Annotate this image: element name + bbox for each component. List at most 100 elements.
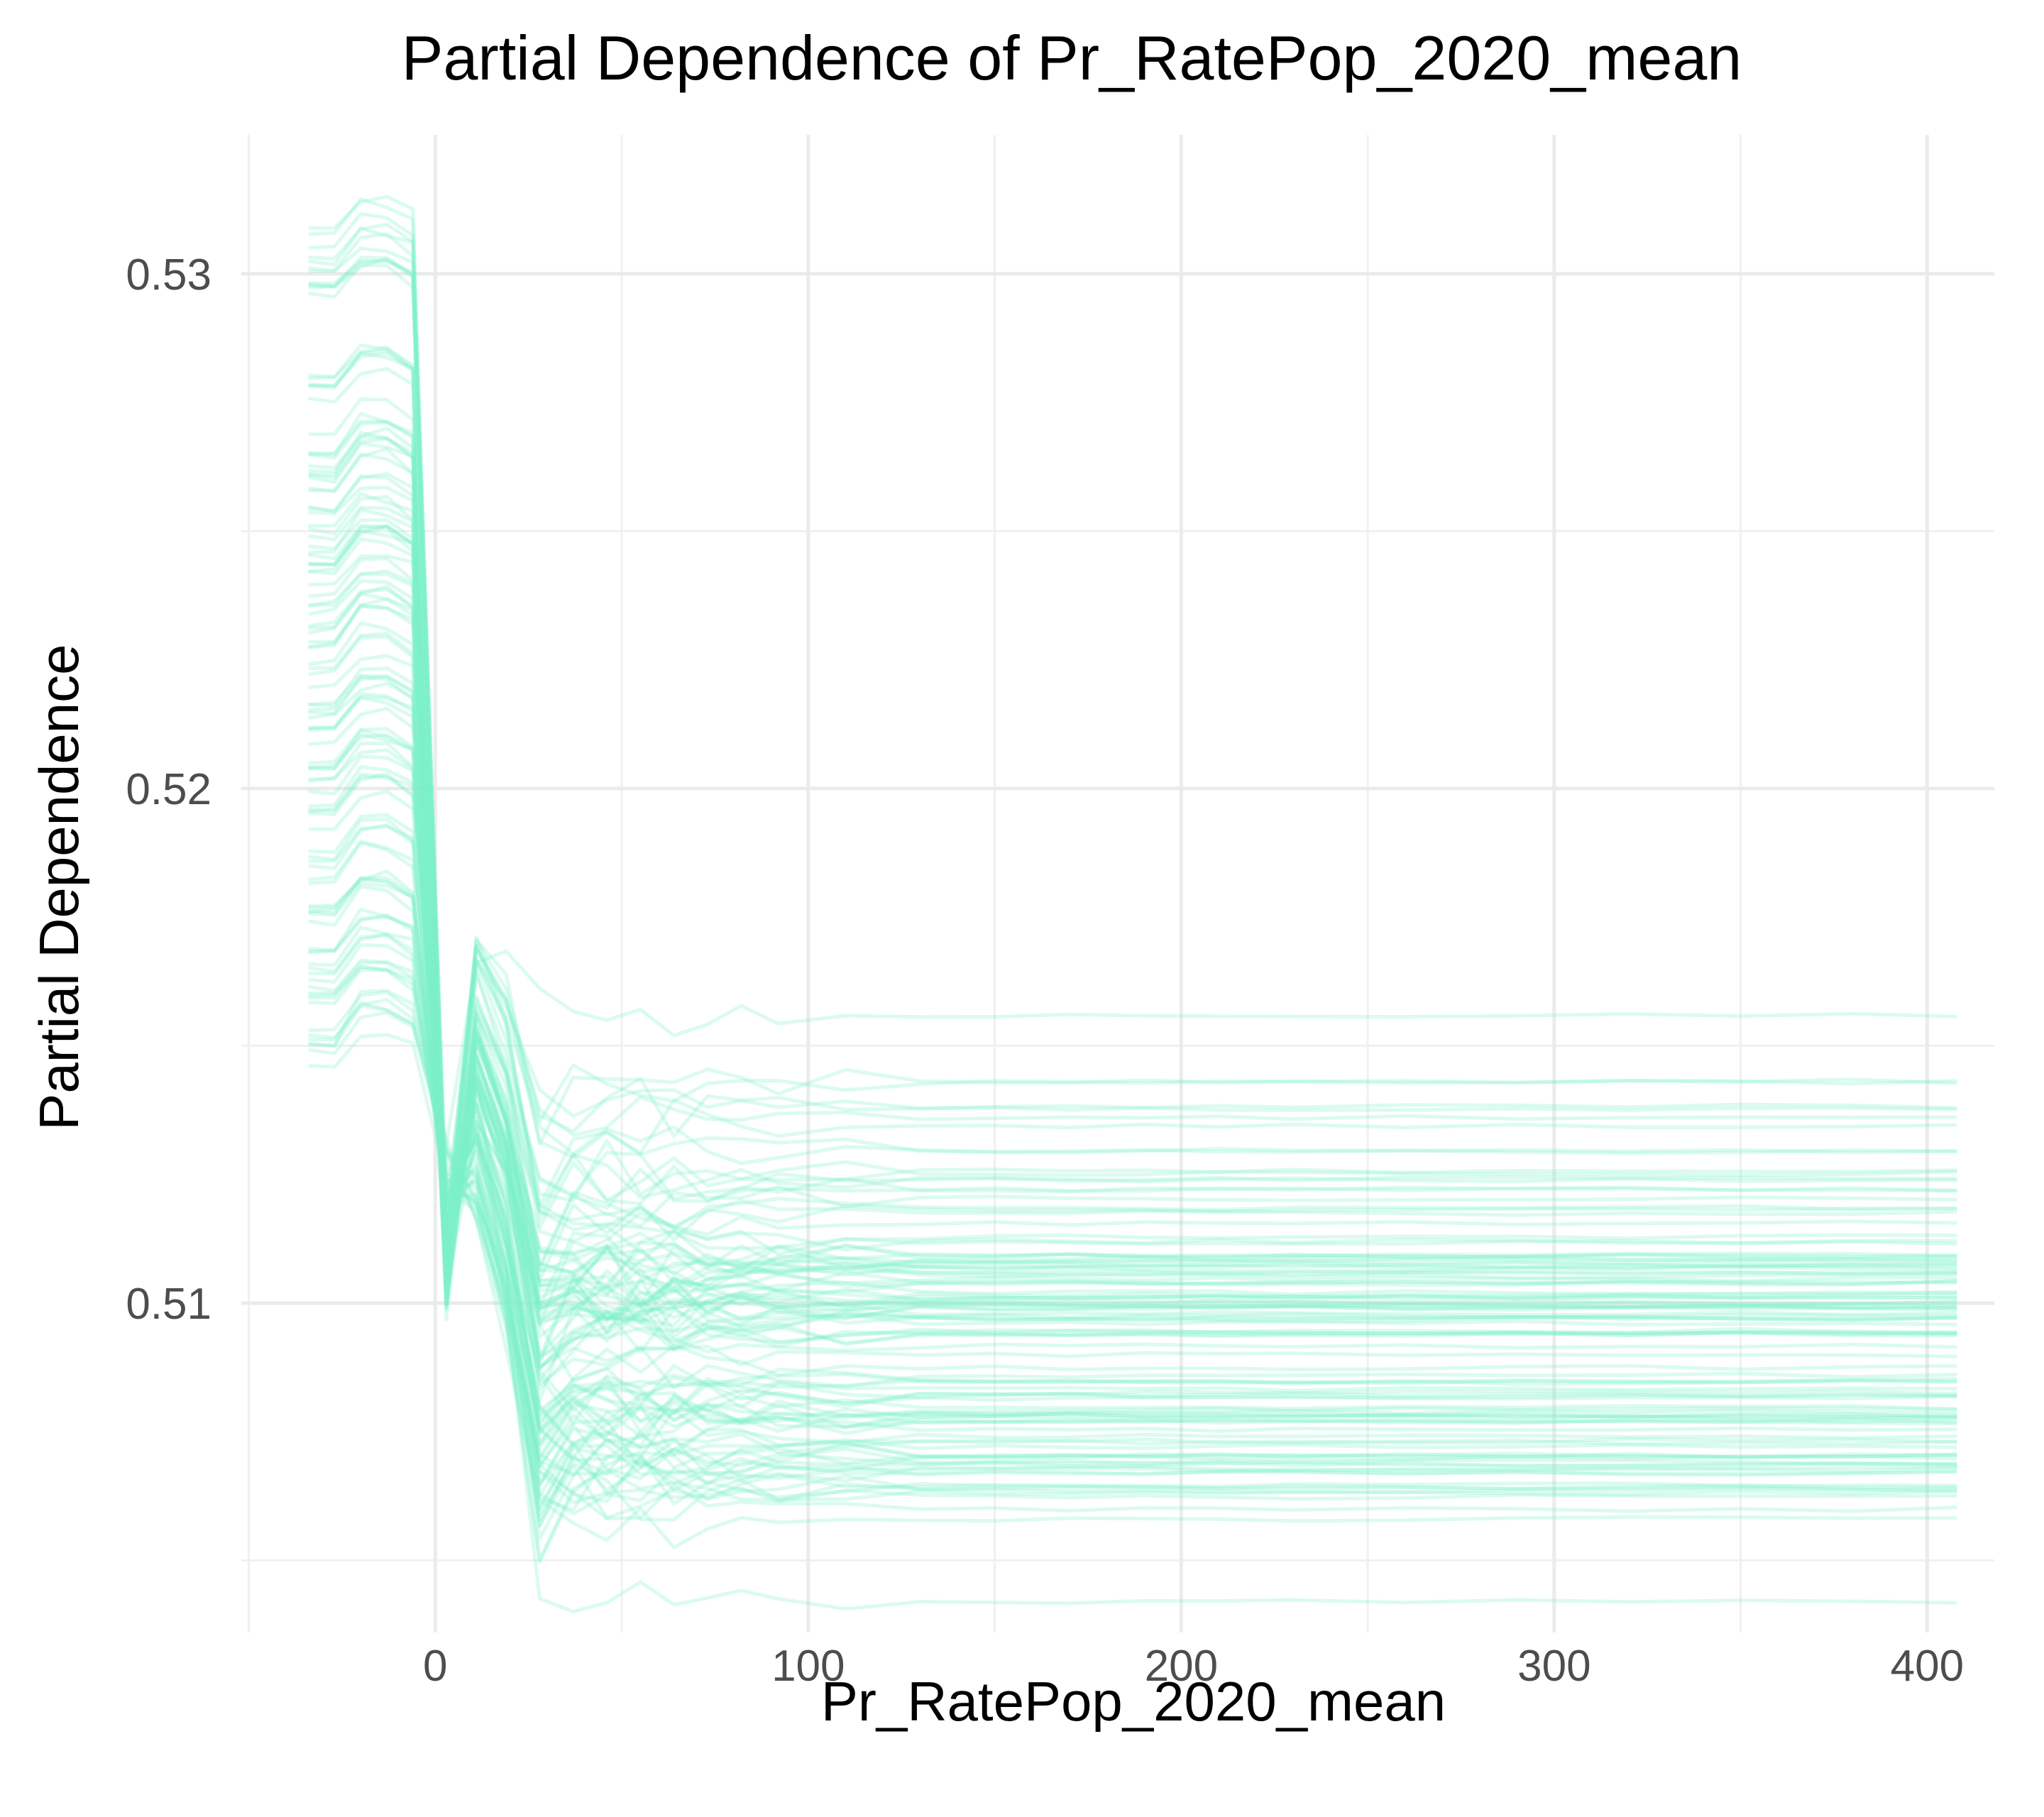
- ice-curve: [308, 232, 1957, 1244]
- ice-curve: [308, 194, 1957, 1243]
- ice-curve: [308, 258, 1957, 1280]
- ice-curve: [308, 877, 1957, 1503]
- ice-curve: [308, 256, 1957, 1255]
- ice-curve: [308, 632, 1957, 1335]
- ice-curve: [308, 351, 1957, 1274]
- ice-curve: [308, 441, 1957, 1327]
- x-tick-label: 0: [423, 1642, 447, 1691]
- ice-curve: [308, 840, 1957, 1433]
- ice-curve: [308, 824, 1957, 1498]
- ice-curve: [308, 877, 1957, 1541]
- x-tick-label: 400: [1891, 1642, 1964, 1691]
- ice-curve: [308, 654, 1957, 1370]
- ice-curve: [308, 958, 1957, 1561]
- ice-curve: [308, 876, 1957, 1470]
- ice-curve: [308, 412, 1957, 1269]
- ice-curve: [308, 495, 1957, 1312]
- ice-curve: [308, 1011, 1957, 1549]
- ice-curve: [308, 447, 1957, 1309]
- x-axis-label: Pr_RatePop_2020_mean: [821, 1670, 1446, 1733]
- ice-curve: [308, 727, 1957, 1429]
- ice-curve: [308, 367, 1957, 1255]
- ice-curve: [308, 420, 1957, 1289]
- ice-curve: [308, 592, 1957, 1349]
- major-gridlines: [241, 135, 1994, 1632]
- ice-curve: [308, 775, 1957, 1446]
- ice-curve: [308, 913, 1957, 1522]
- ice-curve: [308, 621, 1957, 1358]
- x-axis-tick-labels: 0 100 200 300 400: [423, 1642, 1964, 1691]
- x-tick-label: 100: [771, 1642, 845, 1691]
- ice-curve: [308, 728, 1957, 1417]
- ice-curve: [308, 943, 1957, 1510]
- ice-curve: [308, 256, 1957, 1241]
- ice-curve: [308, 674, 1957, 1423]
- ice-curve: [308, 882, 1957, 1504]
- ice-curve: [308, 226, 1957, 1226]
- ice-curve: [308, 695, 1957, 1383]
- ice-curve: [308, 823, 1957, 1447]
- ice-curve: [308, 344, 1957, 1283]
- ice-curve: [308, 518, 1957, 1361]
- ice-curve: [308, 222, 1957, 1205]
- ice-curve: [308, 674, 1957, 1358]
- ice-curve: [308, 397, 1957, 1306]
- ice-curve: [308, 968, 1957, 1522]
- ice-curve: [308, 933, 1957, 1462]
- ice-curve: [308, 841, 1957, 1449]
- ice-curve: [308, 537, 1957, 1402]
- ice-curve: [308, 346, 1957, 1246]
- ice-curve: [308, 430, 1957, 1324]
- ice-curve: [308, 485, 1957, 1322]
- x-tick-label: 300: [1517, 1642, 1590, 1691]
- ice-curve: [308, 435, 1957, 1278]
- ice-curve: [308, 681, 1957, 1424]
- ice-curve: [308, 666, 1957, 1334]
- ice-curve: [308, 733, 1957, 1424]
- ice-curve: [308, 426, 1957, 1306]
- ice-curve: [308, 492, 1957, 1288]
- ice-curve: [308, 585, 1957, 1339]
- ice-curve: [308, 748, 1957, 1426]
- ice-curve: [308, 635, 1957, 1327]
- ice-curve: [308, 789, 1957, 1432]
- y-tick-label: 0.51: [126, 1280, 211, 1329]
- ice-curve: [308, 246, 1957, 1276]
- ice-curve: [308, 765, 1957, 1449]
- ice-curve: [308, 772, 1957, 1448]
- ice-curve: [308, 472, 1957, 1310]
- ice-curve: [308, 524, 1957, 1310]
- ice-curve: [308, 437, 1957, 1365]
- ice-curve: [308, 588, 1957, 1295]
- ice-curve: [308, 884, 1957, 1461]
- ice-curve: [308, 732, 1957, 1390]
- ice-curve: [308, 579, 1957, 1327]
- ice-curves: [308, 194, 1957, 1614]
- y-tick-label: 0.53: [126, 251, 211, 300]
- ice-curve: [308, 1004, 1957, 1528]
- ice-curve: [308, 965, 1957, 1512]
- ice-curve: [308, 817, 1957, 1460]
- ice-curve: [308, 554, 1957, 1312]
- ice-curve: [308, 556, 1957, 1334]
- ice-curve: [308, 926, 1957, 1516]
- chart-title: Partial Dependence of Pr_RatePop_2020_me…: [402, 23, 1742, 93]
- ice-curve: [308, 1033, 1957, 1564]
- ice-curve: [308, 525, 1957, 1326]
- ice-curve: [308, 692, 1957, 1344]
- y-axis-tick-labels: 0.51 0.52 0.53: [126, 251, 211, 1329]
- x-tick-label: 200: [1145, 1642, 1218, 1691]
- ice-curve: [308, 915, 1957, 1505]
- ice-curve: [308, 474, 1957, 1272]
- ice-curve: [308, 696, 1957, 1351]
- ice-curve: [308, 741, 1957, 1434]
- ice-curve: [308, 772, 1957, 1446]
- ice-curve: [308, 524, 1957, 1614]
- ice-curve: [308, 990, 1957, 1476]
- ice-curve: [308, 419, 1957, 1307]
- ice-curve: [308, 933, 1957, 1512]
- minor-gridlines: [241, 135, 1994, 1632]
- ice-curve: [308, 597, 1957, 1391]
